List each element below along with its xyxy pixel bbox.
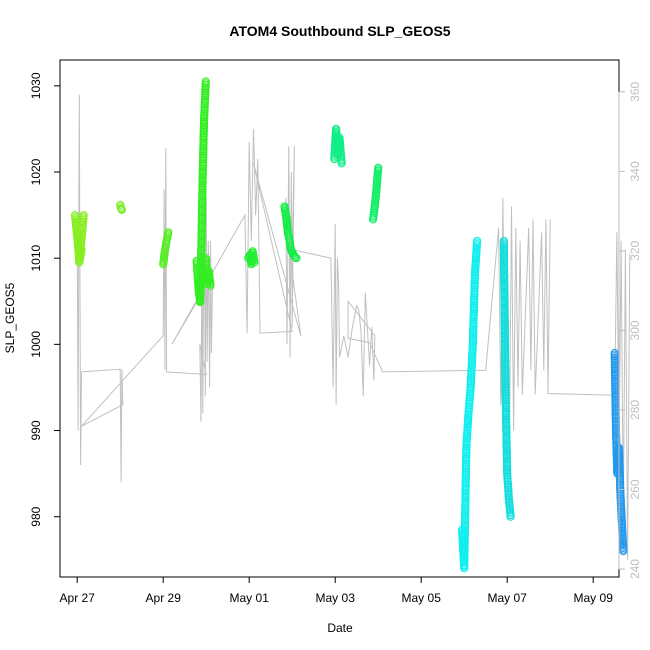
y-axis: 980 990 1000 1010 1020 1030 (29, 72, 61, 527)
y-tick-label: 1030 (29, 72, 43, 99)
data-point (473, 236, 482, 245)
y2-tick-label: 340 (628, 161, 642, 181)
x-axis: Apr 27 Apr 29 May 01 May 03 May 05 May 07 May … (60, 576, 614, 605)
data-point (164, 228, 173, 237)
data-point (337, 159, 346, 168)
data-point (291, 253, 300, 262)
y-tick-label: 1020 (29, 158, 43, 185)
x-tick-label: May 07 (488, 591, 528, 605)
y2-tick-label: 300 (628, 320, 642, 340)
x-tick-label: Apr 29 (146, 591, 182, 605)
data-point (619, 547, 628, 556)
y-axis-label: SLP_GEOS5 (3, 282, 17, 353)
x-tick-label: May 09 (574, 591, 614, 605)
y2-tick-label: 320 (628, 241, 642, 261)
y2-tick-label: 360 (628, 81, 642, 101)
x-tick-label: Apr 27 (60, 591, 96, 605)
data-point (206, 281, 215, 290)
y-tick-label: 1000 (29, 331, 43, 358)
data-point (290, 252, 299, 261)
data-point (250, 258, 259, 267)
data-point (117, 205, 127, 214)
x-tick-label: May 05 (402, 591, 442, 605)
y-axis-right: 240 260 280 300 320 340 360 (618, 81, 642, 579)
y2-tick-label: 240 (628, 559, 642, 579)
data-point (201, 77, 210, 86)
y-tick-label: 1010 (29, 245, 43, 272)
data-point (79, 211, 88, 220)
points-layer (70, 77, 628, 573)
x-tick-label: May 03 (316, 591, 356, 605)
x-axis-label: Date (327, 621, 353, 635)
data-point (77, 245, 86, 254)
y2-tick-label: 260 (628, 479, 642, 499)
y-tick-label: 980 (29, 506, 43, 526)
data-point (374, 163, 383, 172)
x-tick-label: May 01 (230, 591, 270, 605)
gray-trace-layer (76, 94, 631, 560)
y-tick-label: 990 (29, 420, 43, 440)
data-point (292, 254, 301, 263)
data-point (506, 512, 515, 521)
chart-title: ATOM4 Southbound SLP_GEOS5 (229, 23, 450, 39)
gray-trace-line (76, 94, 631, 560)
y2-tick-label: 280 (628, 400, 642, 420)
